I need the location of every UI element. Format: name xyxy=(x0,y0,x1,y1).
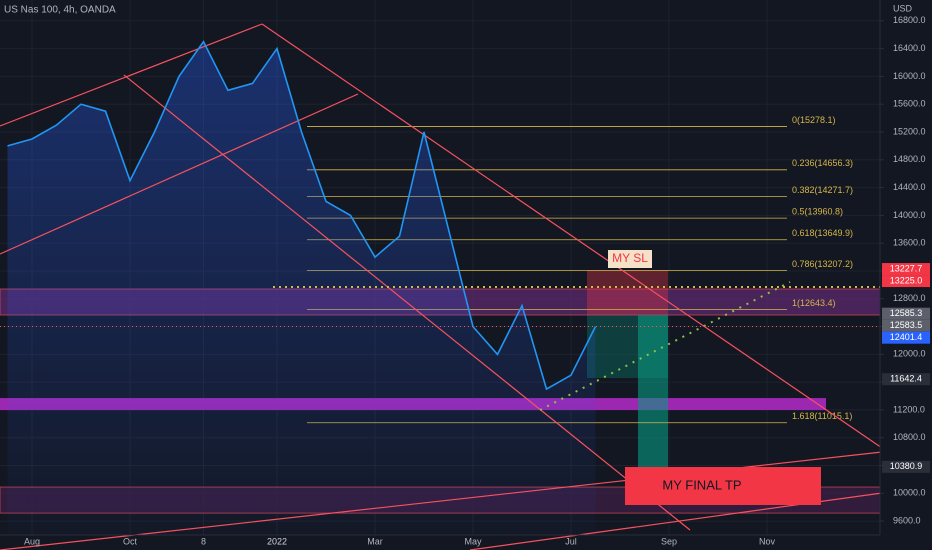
price-tag-label: 13225.0 xyxy=(890,275,923,285)
price-tag xyxy=(882,275,930,288)
y-tick-label: 15200.0 xyxy=(893,126,926,136)
y-tick-label: 11200.0 xyxy=(893,404,925,414)
y-tick-label: 12800.0 xyxy=(893,293,926,303)
price-tag xyxy=(882,373,930,386)
chart-title: US Nas 100, 4h, OANDA xyxy=(4,5,116,16)
y-tick-label: 16800.0 xyxy=(893,15,926,25)
axes: 9600.010000.010400.010800.011200.011600.… xyxy=(24,15,930,546)
stop-box xyxy=(587,270,668,315)
y-tick-label: 14800.0 xyxy=(893,154,926,164)
price-tag-label: 11642.4 xyxy=(890,374,922,384)
y-tick-label: 10000.0 xyxy=(893,488,926,498)
fib-label: 1(12643.4) xyxy=(792,298,836,308)
sl-label: MY SL xyxy=(612,251,648,265)
price-tag-label: 13227.7 xyxy=(890,263,923,273)
y-axis-label: USD xyxy=(893,3,913,13)
price-tag-label: 12583.5 xyxy=(890,320,923,330)
x-tick-label: Jul xyxy=(565,536,577,546)
price-tag xyxy=(882,460,930,473)
fib-label: 0.236(14656.3) xyxy=(792,158,853,168)
fib-label: 0.5(13960.8) xyxy=(792,206,843,216)
price-tag xyxy=(882,319,930,332)
y-tick-label: 12000.0 xyxy=(893,349,926,359)
y-tick-label: 10800.0 xyxy=(893,432,926,442)
price-line xyxy=(0,40,880,391)
fib-label: 1.618(11015.1) xyxy=(792,411,852,421)
price-tag-label: 12401.4 xyxy=(890,332,923,342)
x-tick-label: Oct xyxy=(123,536,138,546)
x-tick-label: 8 xyxy=(201,536,206,546)
y-tick-label: 9600.0 xyxy=(893,515,921,525)
area xyxy=(7,41,596,535)
x-tick-label: 2022 xyxy=(267,536,287,546)
line xyxy=(7,40,597,391)
tp-label: MY FINAL TP xyxy=(662,477,741,492)
x-tick-label: May xyxy=(464,536,482,546)
y-tick-label: 16000.0 xyxy=(893,71,926,81)
fib-label: 0(15278.1) xyxy=(792,115,836,125)
y-tick-label: 14000.0 xyxy=(893,210,926,220)
x-tick-label: Nov xyxy=(759,536,776,546)
fib-label: 0.382(14271.7) xyxy=(792,185,853,195)
price-tag xyxy=(882,331,930,344)
price-tag xyxy=(882,307,930,320)
fib-label: 0.786(13207.2) xyxy=(792,259,853,269)
x-tick-label: Sep xyxy=(661,536,677,546)
tp-box xyxy=(625,467,821,505)
x-tick-label: Mar xyxy=(367,536,383,546)
y-tick-label: 16400.0 xyxy=(893,43,926,53)
price-tag-label: 10380.9 xyxy=(890,461,923,471)
tp-bar xyxy=(638,315,668,470)
price-area xyxy=(7,41,596,535)
x-tick-label: Aug xyxy=(24,536,40,546)
y-tick-label: 13600.0 xyxy=(893,238,926,248)
y-tick-label: 15600.0 xyxy=(893,99,926,109)
y-tick-label: 14400.0 xyxy=(893,182,926,192)
sl-box xyxy=(608,250,652,268)
price-tag xyxy=(882,263,930,276)
price-tag-label: 12585.3 xyxy=(890,308,923,318)
fib-label: 0.618(13649.9) xyxy=(792,228,853,238)
